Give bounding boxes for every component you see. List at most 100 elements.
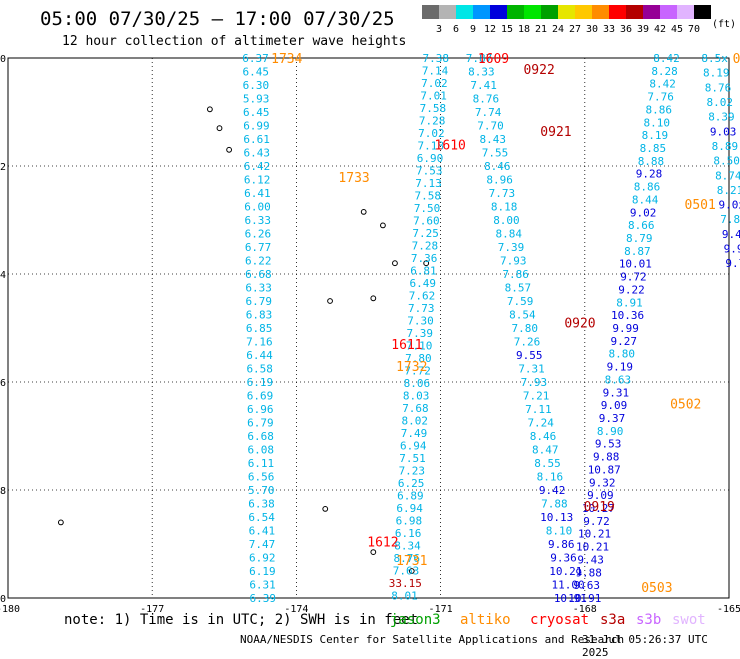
scale-label: 3 [435, 24, 443, 35]
swh-value: 9.88 [575, 566, 602, 579]
island-outline [327, 298, 333, 304]
swh-value: 8.50 [713, 155, 740, 168]
swh-value: 7.38 [423, 52, 450, 65]
swh-value: 6.79 [247, 417, 274, 430]
swh-value: 10.21 [576, 541, 609, 554]
satellite-legend-item: cryosat [530, 612, 590, 628]
pass-time-label: 0921 [540, 125, 571, 140]
satellite-legend-item: s3b [636, 612, 662, 628]
scale-label: 27 [568, 24, 582, 35]
swh-value: 6.94 [400, 439, 427, 452]
swh-value: 7.72 [404, 364, 431, 377]
swh-value: 9.37 [599, 412, 626, 425]
scale-swatch [660, 5, 677, 19]
swh-value: 6.69 [247, 390, 274, 403]
scale-label: 12 [483, 24, 497, 35]
swh-value: 9.36 [550, 552, 577, 565]
y-tick-label: -10 [0, 594, 6, 605]
scale-label: 18 [517, 24, 531, 35]
swh-value: 6.22 [245, 255, 272, 268]
swh-value: 8.96 [486, 174, 513, 187]
x-tick-label: -168 [573, 604, 597, 615]
scale-label: 45 [670, 24, 684, 35]
swh-value: 8.57 [505, 282, 532, 295]
swh-value: 8.06 [404, 377, 431, 390]
swh-value: 7.70 [477, 120, 504, 133]
swh-value: 6.45 [242, 66, 269, 79]
swh-value: 8.42 [653, 52, 680, 65]
swh-value: 8.5x [701, 52, 728, 65]
swh-value: 7.58 [415, 189, 442, 202]
swh-value: 8.34 [394, 539, 421, 552]
swh-value: 8.19 [703, 67, 730, 80]
swh-value: 10.87 [588, 463, 621, 476]
scale-unit-label: (ft) [712, 19, 737, 30]
swh-value: 8.85 [640, 142, 667, 155]
swh-value: 6.45 [243, 106, 270, 119]
swh-value: 7.73 [489, 187, 516, 200]
swh-value: 8.76 [393, 552, 420, 565]
swh-value: 7.01 [420, 89, 447, 102]
y-tick-label: -4 [0, 270, 6, 281]
pass-time-label: 1731 [396, 554, 427, 569]
scale-swatch [422, 5, 439, 19]
swh-value: 8.87 [624, 245, 651, 258]
swh-value: 8.76 [705, 81, 732, 94]
credit-line: NOAA/NESDIS Center for Satellite Applica… [240, 633, 625, 646]
scale-swatch [643, 5, 660, 19]
swh-value: 6.19 [249, 565, 276, 578]
island-outline [423, 260, 430, 267]
scale-swatch [439, 5, 456, 19]
swh-value: 7.23 [399, 464, 426, 477]
swh-value: 9.22 [618, 283, 645, 296]
swh-value: 6.41 [249, 525, 276, 538]
swh-value: 8.74 [715, 169, 740, 182]
footer-note: note: 1) Time is in UTC; 2) SWH is in fe… [64, 612, 419, 628]
x-tick-label: -177 [140, 604, 164, 615]
swh-value: 8.88 [638, 155, 665, 168]
swh-value: 6.00 [244, 201, 271, 214]
swh-value: 8.79 [626, 232, 653, 245]
swh-value: 10.13 [540, 511, 573, 524]
swh-value: 6.54 [248, 511, 275, 524]
swh-value: 6.49 [409, 277, 436, 290]
swh-value: 7.53 [416, 164, 443, 177]
swh-value: 9.72 [620, 271, 647, 284]
swh-value: 6.81 [410, 264, 437, 277]
swh-value: 6.31 [249, 579, 276, 592]
swh-value: 6.44 [246, 349, 273, 362]
island-outline [380, 222, 386, 229]
swh-value: 6.30 [243, 79, 270, 92]
swh-value: 8.10 [644, 116, 671, 129]
swh-value: 8.47 [532, 444, 559, 457]
island-outline [370, 295, 377, 302]
swh-value: 8.28 [651, 65, 678, 78]
satellite-legend-item: jason3 [390, 612, 441, 628]
swh-value: 8.46 [484, 160, 511, 173]
swh-value: 7.63 [393, 564, 420, 577]
swh-value: 7.68 [402, 402, 429, 415]
swh-value: 8.02 [401, 414, 428, 427]
swh-value: 8.54 [509, 309, 536, 322]
swh-value: 7.02 [421, 77, 448, 90]
swh-value: 9.02 [630, 206, 657, 219]
swh-value: 8.90 [597, 425, 624, 438]
swh-value: 6.16 [395, 527, 422, 540]
swh-value: 9.27 [610, 335, 637, 348]
swh-value: 8.33 [468, 66, 495, 79]
swh-value: 7.21 [523, 390, 550, 403]
swh-value: 6.12 [244, 174, 271, 187]
swh-value: 6.96 [247, 403, 274, 416]
swh-value: 8.86 [645, 103, 672, 116]
swh-value: 6.92 [249, 552, 276, 565]
scale-label: 9 [469, 24, 477, 35]
swh-value: 7.39 [407, 327, 434, 340]
swh-value: 8.21 [717, 184, 740, 197]
swh-value: 9.09 [587, 489, 614, 502]
swh-value: 7.49 [401, 427, 428, 440]
scale-swatch [541, 5, 558, 19]
swh-value: 6.61 [243, 133, 270, 146]
swh-value: 6.85 [246, 322, 273, 335]
swh-value: 7.50 [414, 202, 441, 215]
swh-value: 11.00 [552, 579, 585, 592]
